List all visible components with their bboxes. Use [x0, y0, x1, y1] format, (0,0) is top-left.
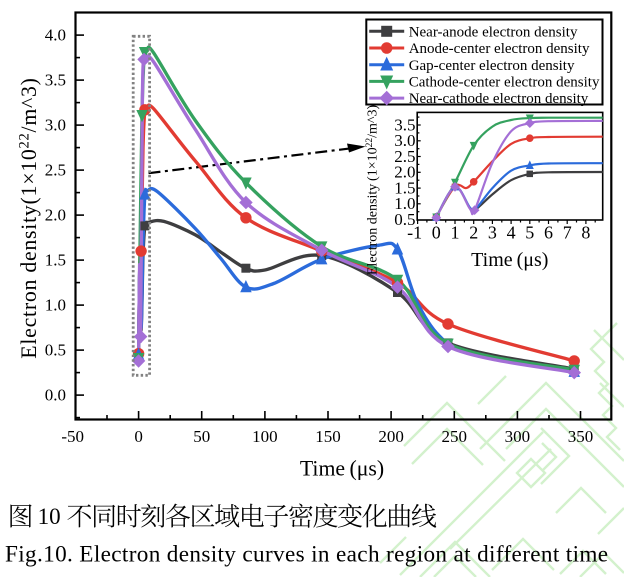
svg-text:50: 50: [193, 427, 210, 446]
svg-text:1.5: 1.5: [45, 251, 66, 270]
svg-text:1: 1: [451, 223, 460, 243]
svg-text:10: 10: [38, 504, 61, 529]
svg-text:Time (μs): Time (μs): [300, 456, 384, 480]
svg-text:Electron density (1×1022/m^3): Electron density (1×1022/m^3): [365, 105, 381, 276]
svg-text:1.5: 1.5: [394, 178, 415, 197]
svg-text:2.0: 2.0: [394, 163, 415, 182]
svg-text:3.5: 3.5: [45, 71, 66, 90]
svg-text:350: 350: [568, 427, 594, 446]
svg-text:-1: -1: [407, 223, 422, 243]
svg-text:Fig.10. Electron density curve: Fig.10. Electron density curves in each …: [5, 542, 608, 568]
svg-text:0.0: 0.0: [45, 386, 66, 405]
svg-text:3.5: 3.5: [394, 115, 415, 134]
svg-text:300: 300: [505, 427, 531, 446]
svg-text:0.5: 0.5: [394, 210, 415, 229]
svg-text:5: 5: [525, 223, 534, 243]
svg-text:Near-cathode electron density: Near-cathode electron density: [409, 91, 589, 107]
svg-text:1.0: 1.0: [394, 194, 415, 213]
svg-text:Cathode-center electron densit: Cathode-center electron density: [409, 75, 600, 91]
svg-text:2: 2: [469, 223, 478, 243]
svg-text:0: 0: [432, 223, 441, 243]
svg-text:200: 200: [378, 427, 404, 446]
svg-text:4.0: 4.0: [45, 26, 66, 45]
svg-text:3.0: 3.0: [394, 131, 415, 150]
svg-text:3.0: 3.0: [45, 116, 66, 135]
svg-text:1.0: 1.0: [45, 296, 66, 315]
svg-text:2.5: 2.5: [394, 147, 415, 166]
svg-text:150: 150: [315, 427, 341, 446]
svg-text:2.0: 2.0: [45, 206, 66, 225]
svg-text:4: 4: [507, 223, 516, 243]
svg-text:100: 100: [252, 427, 278, 446]
svg-text:Gap-center electron density: Gap-center electron density: [409, 58, 575, 74]
svg-text:7: 7: [563, 223, 572, 243]
svg-text:Near-anode electron density: Near-anode electron density: [409, 24, 578, 40]
svg-text:Electron density(1×1022/m^3): Electron density(1×1022/m^3): [17, 77, 42, 358]
svg-text:3: 3: [488, 223, 497, 243]
svg-text:0: 0: [134, 427, 143, 446]
svg-text:0.5: 0.5: [45, 341, 66, 360]
svg-text:2.5: 2.5: [45, 161, 66, 180]
svg-text:-50: -50: [61, 427, 84, 446]
svg-text:8: 8: [581, 223, 590, 243]
svg-text:Anode-center electron density: Anode-center electron density: [409, 41, 590, 57]
svg-text:6: 6: [544, 223, 553, 243]
svg-text:Time (μs): Time (μs): [471, 249, 548, 271]
svg-text:250: 250: [442, 427, 468, 446]
